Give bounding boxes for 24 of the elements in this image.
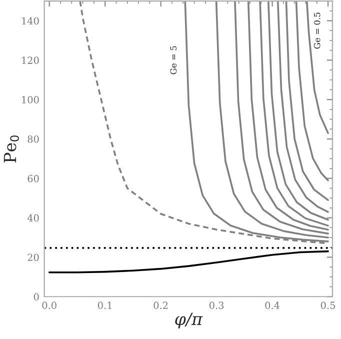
y-tick-label: 100 xyxy=(22,96,39,104)
y-tick-label: 60 xyxy=(28,174,39,182)
line-series xyxy=(48,250,329,274)
line-series xyxy=(276,1,329,213)
y-tick-label: 40 xyxy=(27,214,39,222)
x-tick-label: 0.3 xyxy=(209,302,224,310)
x-tick-label: 0.4 xyxy=(265,302,280,310)
line-series xyxy=(306,1,329,134)
x-tick-label: 0.5 xyxy=(320,302,335,310)
annotation: Ge = 5 xyxy=(170,46,177,74)
x-tick-label: 0.2 xyxy=(154,302,168,310)
y-tick-label: 0 xyxy=(34,293,39,300)
annotation: Ge = 0.5 xyxy=(314,12,320,49)
line-series xyxy=(215,1,329,238)
y-tick-label: 140 xyxy=(22,17,39,25)
x-tick-label: 0.1 xyxy=(98,302,112,310)
line-series xyxy=(285,1,329,201)
y-axis-title: Pe$_{0}$ xyxy=(4,136,19,162)
y-tick-label: 80 xyxy=(28,135,39,143)
x-tick-label: 0.0 xyxy=(42,302,56,310)
y-tick-label: 120 xyxy=(22,56,39,64)
line-series xyxy=(295,1,329,182)
y-tick-label: 20 xyxy=(28,254,39,262)
x-axis-title: φ/π xyxy=(175,312,203,328)
